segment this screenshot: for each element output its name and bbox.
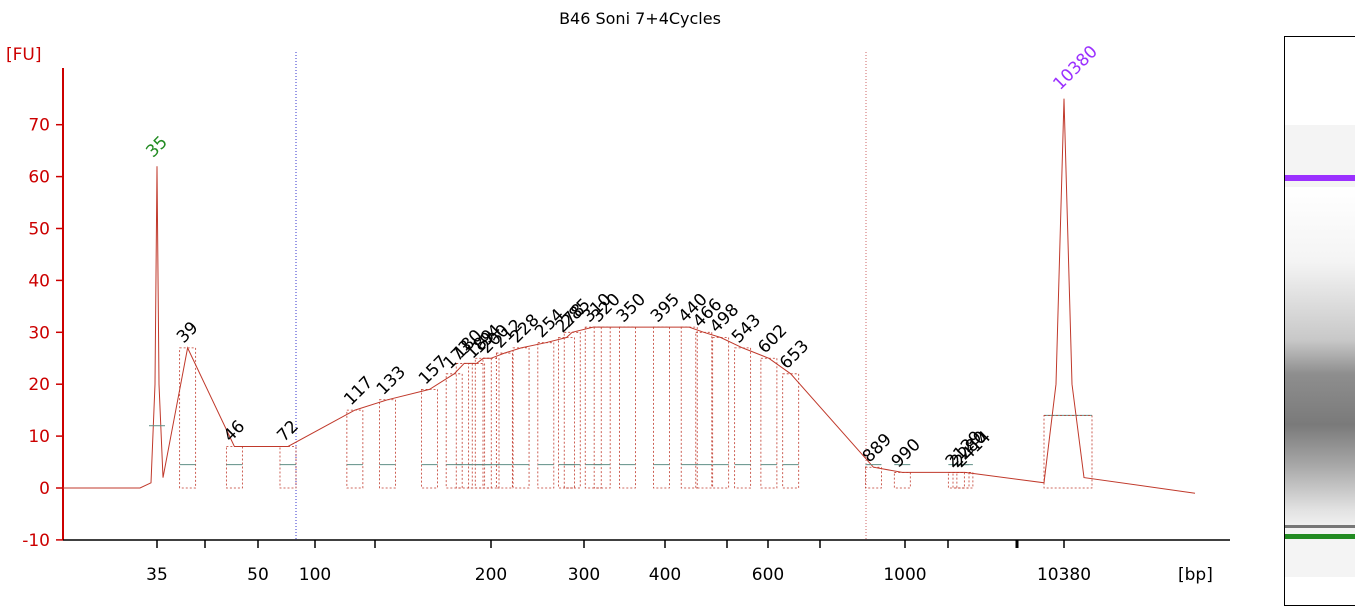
peak-region [584,326,602,489]
x-tick-label: 50 [247,565,269,585]
peak-region [695,331,713,489]
peak-region [865,466,882,489]
peak-region [379,399,396,489]
peak-region [680,326,698,489]
x-axis-label: [bp] [1178,565,1213,585]
x-tick-label: 35 [146,565,168,585]
y-tick-label: 50 [28,220,50,240]
gel-band-svg [1285,125,1355,577]
peak-region [482,357,500,489]
peak-region [225,446,243,489]
peak-region [563,331,581,489]
x-tick-label: 600 [752,565,784,585]
peak-region [537,342,555,489]
peak-region [619,326,636,489]
peak-label: 46 [220,417,249,446]
y-tick-label: 40 [28,271,50,291]
peak-region [653,326,670,489]
chart-title: B46 Soni 7+4Cycles [559,9,721,28]
peak-region [712,337,730,489]
peak-label: 350 [613,290,650,327]
x-tick-label: 1000 [883,565,926,585]
peak-region [512,347,530,489]
peak-region [445,373,463,489]
primer-band [1285,525,1355,528]
peak-region [421,388,438,489]
peak-region [468,363,486,489]
upper-marker-region [1043,414,1093,489]
peak-region [346,409,364,489]
y-tick-label: 70 [28,116,50,136]
lower-marker-label: 35 [142,132,171,161]
peak-region [956,472,974,489]
y-tick-label: 0 [39,479,50,499]
y-tick-label: 30 [28,323,50,343]
peak-region [893,472,911,489]
upper-marker-band [1285,175,1355,181]
peak-region [782,373,800,489]
peak-region [947,472,965,489]
plot-layer: -10 0 10 20 30 40 50 60 70 35 50 100 200 300 400 600 100… [22,42,1230,585]
x-tick-label: 400 [649,565,681,585]
upper-marker-label: 10380 [1049,42,1101,94]
peak-label: 133 [373,362,410,399]
lower-marker-band [1285,534,1355,539]
gel-smear [1285,187,1355,527]
peak-region [593,326,611,489]
y-tick-label: 60 [28,168,50,188]
peak-region [952,472,970,489]
peak-label: 39 [173,318,202,347]
x-tick-label: 100 [299,565,331,585]
y-tick-label: 20 [28,375,50,395]
y-axis-label: [FU] [6,45,42,65]
gel-lane-image [1284,36,1355,606]
x-tick-label: 300 [568,565,600,585]
peak-label: 117 [340,373,377,410]
peak-region [760,357,778,489]
peak-label: 72 [273,417,302,446]
peak-region [734,347,752,489]
x-tick-label: 200 [475,565,507,585]
peak-region [179,347,197,489]
peak-region [558,337,575,489]
electropherogram-chart: B46 Soni 7+4Cycles [FU] [bp] -10 0 10 20 30 4… [6,9,1230,585]
y-tick-label: 10 [28,427,50,447]
y-tick-label: -10 [22,531,50,551]
peak-label: 990 [888,435,925,472]
x-tick-label: 10380 [1037,565,1091,585]
peak-region [495,352,513,489]
peak-region [279,446,297,489]
peak-region [455,363,473,489]
